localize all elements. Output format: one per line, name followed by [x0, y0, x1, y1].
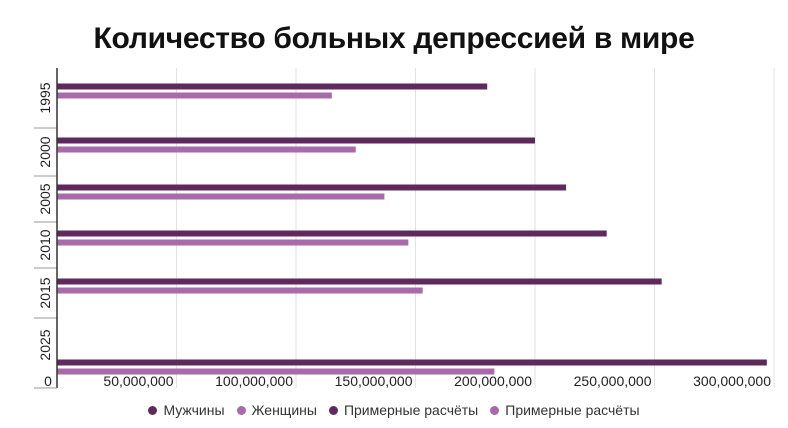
bar: [57, 146, 356, 153]
bar: [57, 137, 535, 144]
y-tick-label: 1995: [37, 82, 53, 113]
x-tick-label: 200,000,000: [454, 373, 532, 389]
legend-item: Примерные расчёты: [328, 402, 479, 418]
x-tick-label: 250,000,000: [574, 373, 652, 389]
legend-item: Мужчины: [148, 402, 225, 418]
y-tick-label: 2005: [37, 183, 53, 214]
bar: [57, 83, 488, 90]
legend-item: Примерные расчёты: [490, 402, 640, 418]
bar: [57, 278, 662, 285]
legend-swatch: [328, 405, 338, 415]
chart-title: Количество больных депрессией в мире: [93, 22, 695, 55]
legend-label: Женщины: [251, 402, 317, 418]
legend-label: Мужчины: [163, 402, 225, 418]
y-tick-label: 2010: [37, 229, 53, 260]
x-tick-label: 50,000,000: [103, 373, 173, 389]
legend-item: Женщины: [236, 402, 317, 418]
legend: Мужчины Женщины Примерные расчёты Примерные…: [0, 402, 788, 418]
bar: [57, 230, 607, 237]
y-tick-label: 2015: [37, 277, 53, 308]
x-tick-label: 0: [44, 373, 52, 389]
legend-swatch: [236, 405, 246, 415]
bar: [57, 368, 495, 375]
x-tick-label: 300,000,000: [693, 373, 771, 389]
legend-label: Примерные расчёты: [505, 402, 640, 418]
bar: [57, 184, 567, 191]
bar: [57, 92, 332, 99]
legend-swatch: [148, 405, 158, 415]
bar: [57, 359, 767, 366]
x-tick-label: 150,000,000: [335, 373, 413, 389]
bar: [57, 287, 423, 294]
x-tick-label: 100,000,000: [215, 373, 293, 389]
bar: [57, 239, 409, 246]
y-tick-label: 2025: [37, 329, 53, 360]
legend-label: Примерные расчёты: [343, 402, 479, 418]
bar: [57, 193, 385, 200]
y-tick-label: 2000: [37, 136, 53, 167]
legend-swatch: [490, 405, 500, 415]
